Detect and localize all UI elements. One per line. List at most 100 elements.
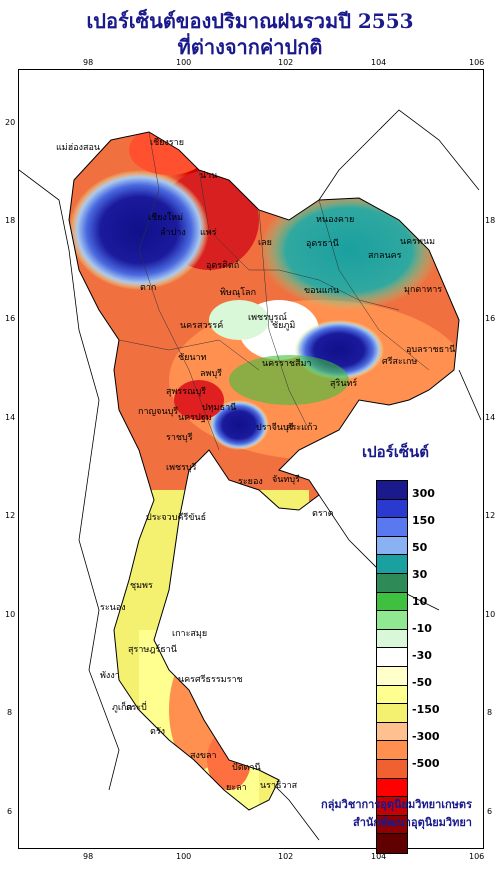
legend-label: 30 <box>412 568 428 581</box>
legend-title: เปอร์เซ็นต์ <box>362 443 430 461</box>
legend-swatch-19 <box>377 834 407 853</box>
legend-swatch-5 <box>377 573 407 593</box>
place-label: กาญจนบุรี <box>138 407 179 417</box>
legend-swatch-4 <box>377 555 407 574</box>
place-label: ปัตตานี <box>232 763 261 773</box>
legend-label: -30 <box>412 649 432 662</box>
legend-swatch-18 <box>377 815 407 835</box>
legend-swatch-13 <box>377 722 407 742</box>
y-tick-20-left: 20 <box>5 118 16 127</box>
place-label: ภูเก็ต <box>112 703 133 713</box>
legend-swatch-0 <box>377 481 407 500</box>
place-label: สุราษฎร์ธานี <box>128 645 177 655</box>
place-label: เลย <box>258 238 272 248</box>
legend-label: 300 <box>412 487 435 500</box>
legend-swatch-16 <box>377 778 407 798</box>
place-label: มุกดาหาร <box>404 285 443 295</box>
y-tick-18-left: 18 <box>5 216 16 225</box>
x-tick-102-top: 102 <box>278 58 294 67</box>
legend-label: -150 <box>412 703 440 716</box>
y-tick-14-right: 14 <box>485 413 496 422</box>
place-label: จันทบุรี <box>272 475 300 485</box>
y-tick-12-left: 12 <box>5 511 16 520</box>
place-label: แม่ฮ่องสอน <box>56 143 101 153</box>
legend-label: -500 <box>412 757 440 770</box>
place-label: ตาก <box>140 283 157 293</box>
legend-swatch-1 <box>377 499 407 519</box>
map-subtitle: ที่ต่างจากค่าปกติ <box>177 35 323 59</box>
y-tick-10-left: 10 <box>5 610 16 619</box>
y-tick-14-left: 14 <box>5 413 16 422</box>
place-label: ระยอง <box>238 477 263 487</box>
y-tick-6-left: 6 <box>7 807 13 816</box>
place-label: เพชรบุรี <box>166 463 197 473</box>
y-tick-16-left: 16 <box>5 314 16 323</box>
x-tick-98-bottom: 98 <box>83 852 94 861</box>
place-label: พิษณุโลก <box>220 288 257 298</box>
place-label: ปราจีนบุรี <box>256 423 294 433</box>
place-label: พังงา <box>100 671 120 681</box>
place-label: นครราชสีมา <box>262 359 312 369</box>
place-label: ศรีสะเกษ <box>382 357 418 367</box>
place-label: ระนอง <box>100 603 126 613</box>
legend-label: -50 <box>412 676 432 689</box>
legend-swatch-6 <box>377 592 407 612</box>
x-tick-98-top: 98 <box>83 58 94 67</box>
x-tick-104-bottom: 104 <box>371 852 387 861</box>
place-label: สุรินทร์ <box>330 379 358 389</box>
cambodia-border <box>318 369 482 611</box>
place-label: ชัยนาท <box>178 353 207 363</box>
x-tick-100-top: 100 <box>176 58 192 67</box>
place-label: สุพรรณบุรี <box>166 387 206 397</box>
place-label: นราธิวาส <box>260 781 298 791</box>
place-label: ปทุมธานี <box>202 403 237 413</box>
y-tick-6-right: 6 <box>487 807 493 816</box>
x-tick-106-top: 106 <box>469 58 485 67</box>
legend-label: 10 <box>412 595 428 608</box>
legend-swatch-14 <box>377 741 407 760</box>
legend-swatch-3 <box>377 536 407 556</box>
place-label: ลำปาง <box>160 228 186 238</box>
place-label: สระแก้ว <box>286 423 318 433</box>
place-label: ตราด <box>312 509 334 519</box>
legend-swatch-15 <box>377 759 407 779</box>
place-label: น่าน <box>200 171 218 181</box>
place-label: สกลนคร <box>368 251 402 261</box>
place-label: เพชรบูรณ์ <box>248 313 287 323</box>
legend-swatch-8 <box>377 629 407 649</box>
y-tick-10-right: 10 <box>485 610 496 619</box>
x-tick-100-bottom: 100 <box>176 852 192 861</box>
credit-line-1: กลุ่มวิชาการอุตุนิยมวิทยาเกษตร <box>321 798 472 811</box>
color-legend <box>376 480 408 854</box>
legend-swatch-12 <box>377 704 407 723</box>
place-label: ยะลา <box>226 783 247 793</box>
legend-swatch-9 <box>377 648 407 667</box>
place-label: ราชบุรี <box>166 433 193 443</box>
legend-swatch-7 <box>377 611 407 630</box>
credit-line-2: สำนักพัฒนาอุตุนิยมวิทยา <box>353 816 472 829</box>
laos-border <box>318 109 480 201</box>
legend-swatch-10 <box>377 666 407 686</box>
place-label: สงขลา <box>190 751 217 761</box>
y-tick-16-right: 16 <box>485 314 496 323</box>
legend-label: 150 <box>412 514 435 527</box>
y-tick-18-right: 18 <box>485 216 496 225</box>
place-label: นครสวรรค์ <box>180 321 224 331</box>
y-tick-12-right: 12 <box>485 511 496 520</box>
place-label: เกาะสมุย <box>172 629 208 639</box>
place-label: นครศรีธรรมราช <box>178 675 243 685</box>
province-borders <box>118 131 430 451</box>
legend-swatch-17 <box>377 797 407 816</box>
x-tick-106-bottom: 106 <box>469 852 485 861</box>
thailand-outline <box>68 131 460 811</box>
map-frame: 98 100 102 104 106 98 100 102 104 106 20… <box>5 58 495 861</box>
place-label: นครปฐม <box>178 413 212 423</box>
place-label: หนองคาย <box>316 215 355 225</box>
place-label: อุตรดิตถ์ <box>206 261 240 271</box>
place-label: นครพนม <box>400 237 436 247</box>
place-label: แพร่ <box>200 228 217 238</box>
legend-label: -10 <box>412 622 432 635</box>
legend-swatch-11 <box>377 685 407 705</box>
place-label: ประจวบคีรีขันธ์ <box>146 513 207 523</box>
legend-label: 50 <box>412 541 428 554</box>
